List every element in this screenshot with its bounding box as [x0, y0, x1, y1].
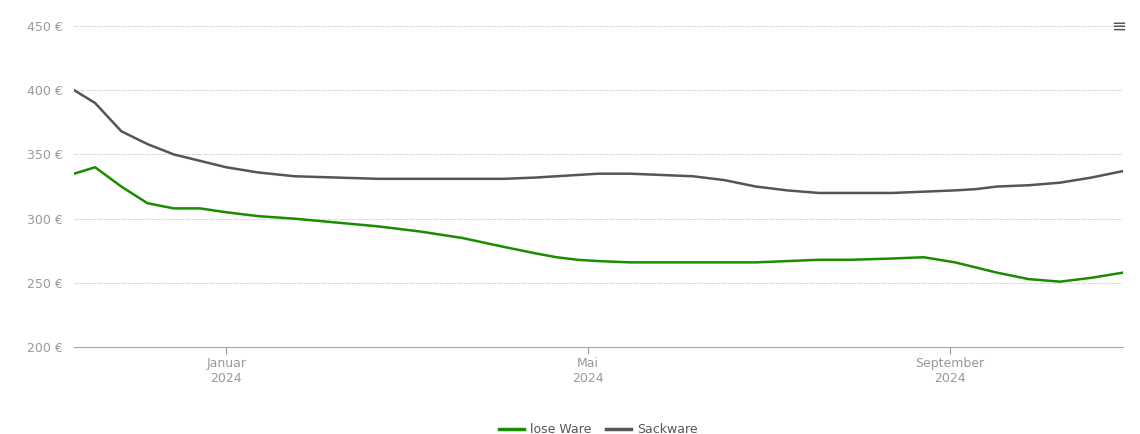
Legend: lose Ware, Sackware: lose Ware, Sackware	[494, 418, 703, 434]
Text: ≡: ≡	[1112, 17, 1126, 35]
